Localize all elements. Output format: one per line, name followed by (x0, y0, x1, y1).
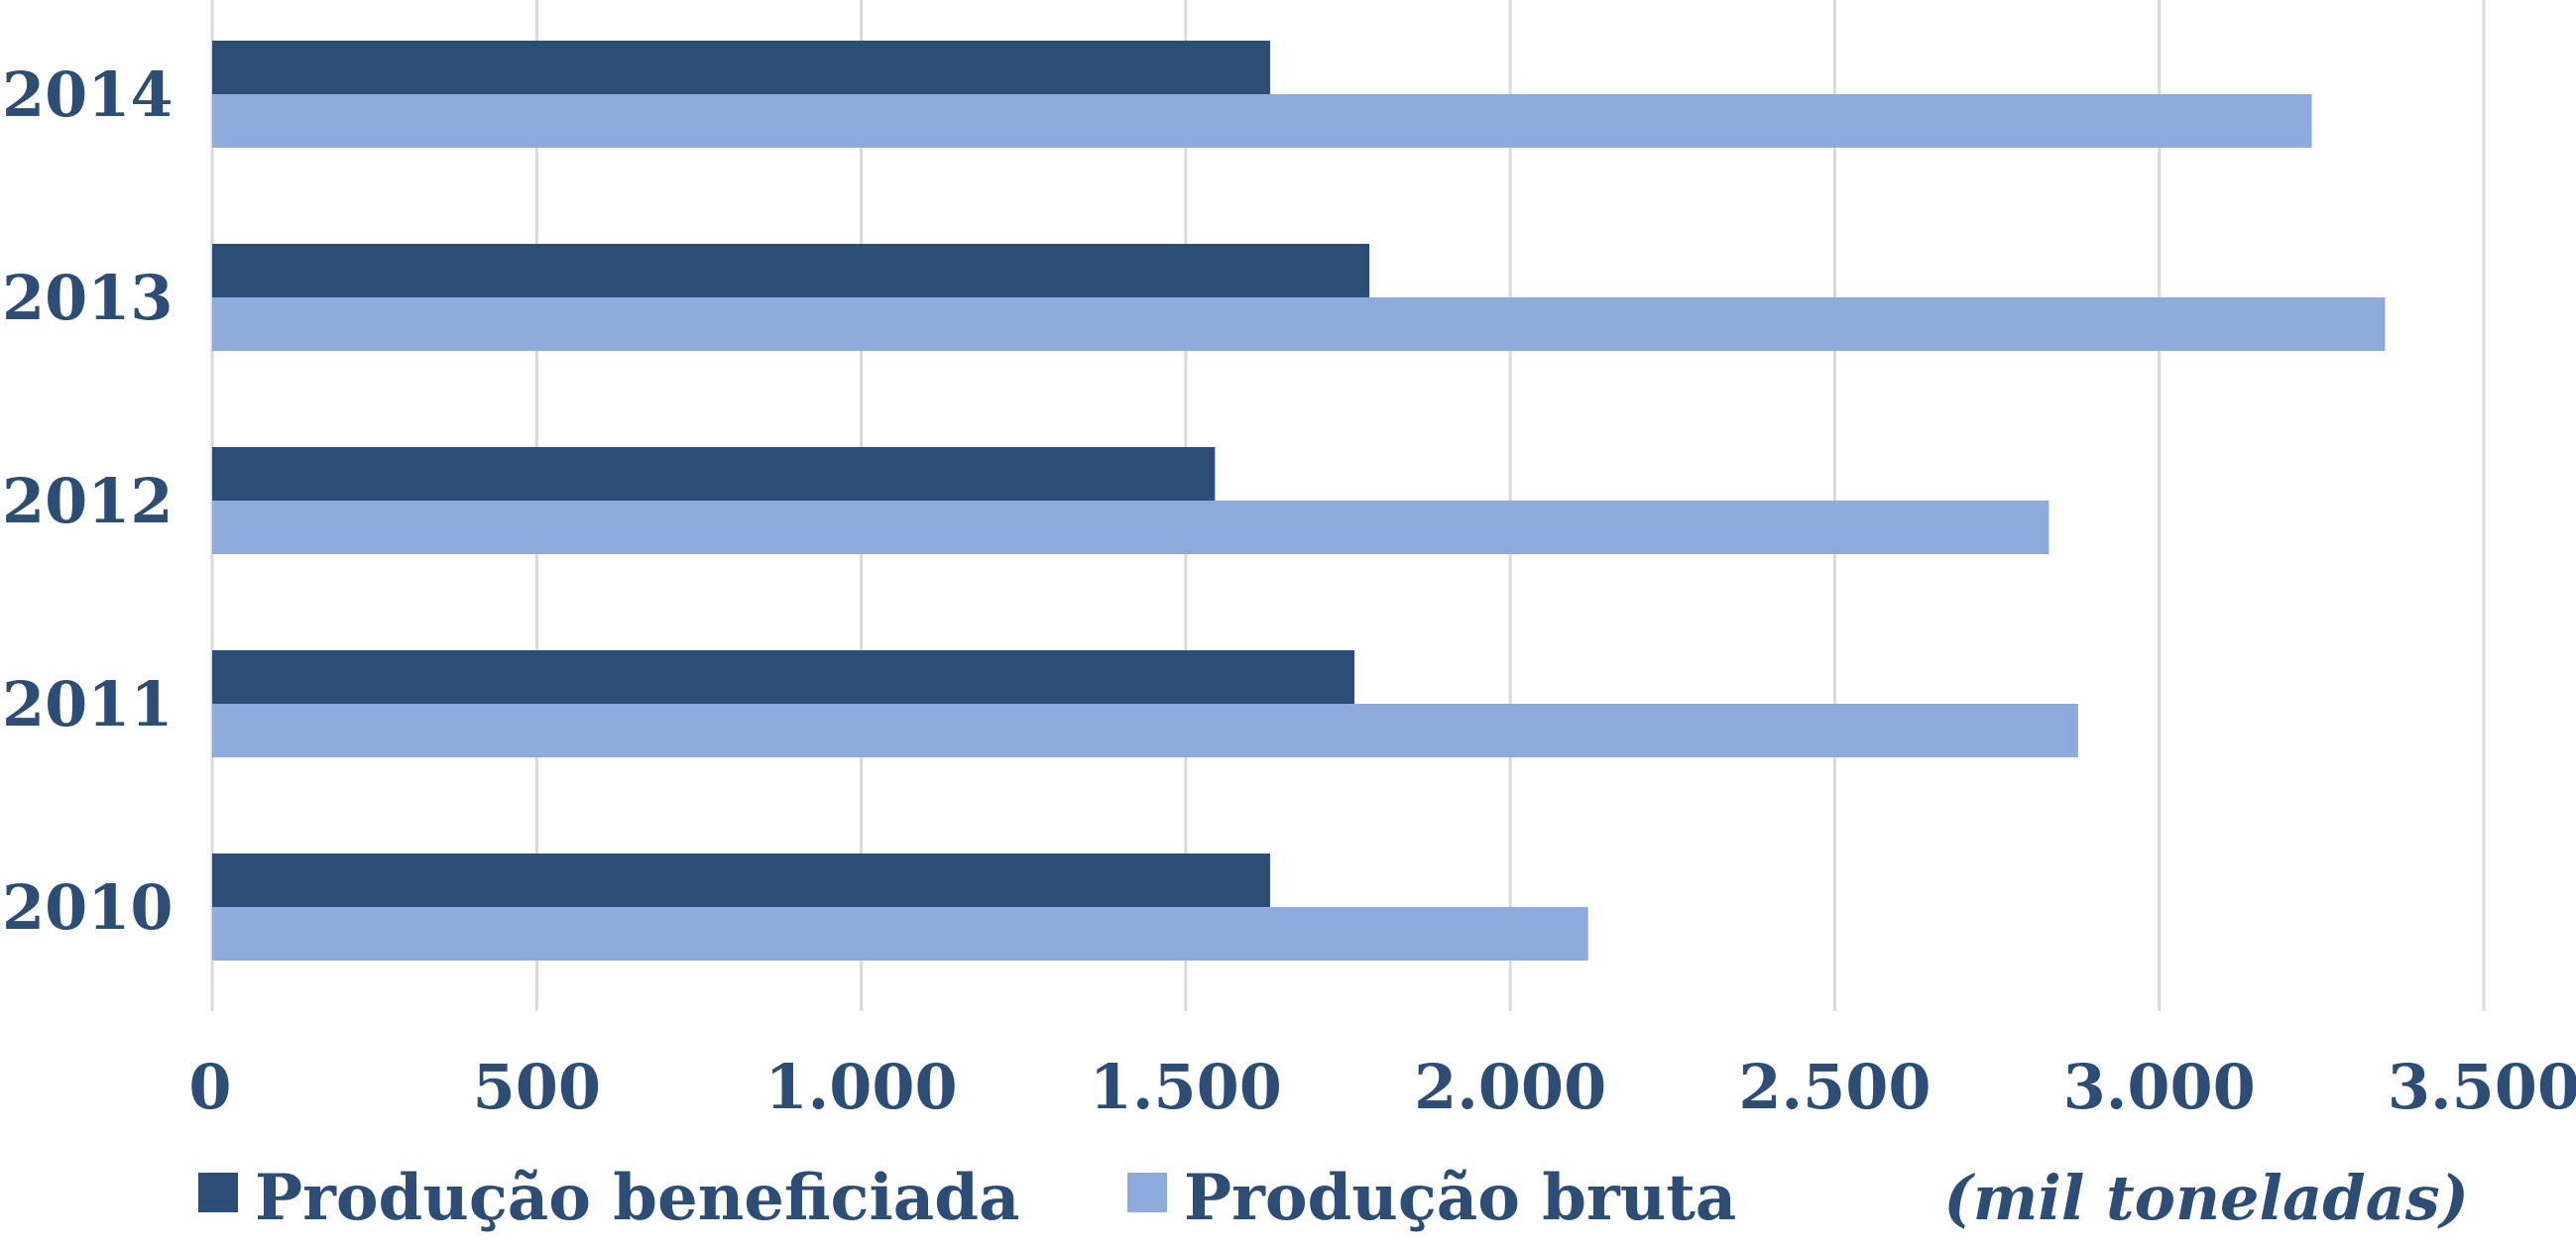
bar-bruta-2012 (212, 501, 2049, 554)
bar-beneficiada-2011 (212, 650, 1355, 704)
x-tick-label-3: 1.500 (1090, 1051, 1282, 1123)
unit-label: (mil toneladas) (1943, 1162, 2469, 1234)
x-tick-label-1: 500 (473, 1051, 601, 1123)
y-tick-label-2010: 2010 (2, 871, 174, 944)
y-tick-label-2014: 2014 (2, 58, 174, 131)
bar-beneficiada-2013 (212, 244, 1370, 297)
bar-beneficiada-2010 (212, 853, 1270, 907)
x-tick-label-0: 0 (188, 1051, 231, 1123)
y-tick-label-2013: 2013 (2, 262, 174, 334)
bar-beneficiada-2012 (212, 447, 1216, 501)
y-tick-label-2012: 2012 (2, 465, 174, 537)
legend-label-0: Produção beneficiada (255, 1161, 1019, 1235)
bar-bruta-2013 (212, 297, 2386, 351)
x-tick-label-2: 1.000 (764, 1051, 957, 1123)
x-tick-label-7: 3.500 (2388, 1051, 2576, 1123)
legend-label-1: Produção bruta (1184, 1161, 1736, 1235)
x-tick-label-4: 2.000 (1414, 1051, 1606, 1123)
legend-swatch-0 (198, 1173, 238, 1212)
bar-bruta-2014 (212, 94, 2312, 148)
bar-bruta-2011 (212, 704, 2078, 757)
bar-bruta-2010 (212, 907, 1588, 961)
y-axis-tick-labels: 2010 2011 2012 2013 2014 (2, 58, 174, 944)
bars (212, 41, 2386, 961)
y-tick-label-2011: 2011 (2, 668, 174, 740)
legend-swatch-1 (1127, 1173, 1167, 1212)
bar-beneficiada-2014 (212, 41, 1270, 94)
x-tick-label-5: 2.500 (1738, 1051, 1931, 1123)
legend: Produção beneficiada Produção bruta (198, 1161, 1736, 1235)
x-axis-tick-labels: 0 500 1.000 1.500 2.000 2.500 3.000 3.500 (188, 1051, 2576, 1123)
x-tick-label-6: 3.000 (2063, 1051, 2256, 1123)
